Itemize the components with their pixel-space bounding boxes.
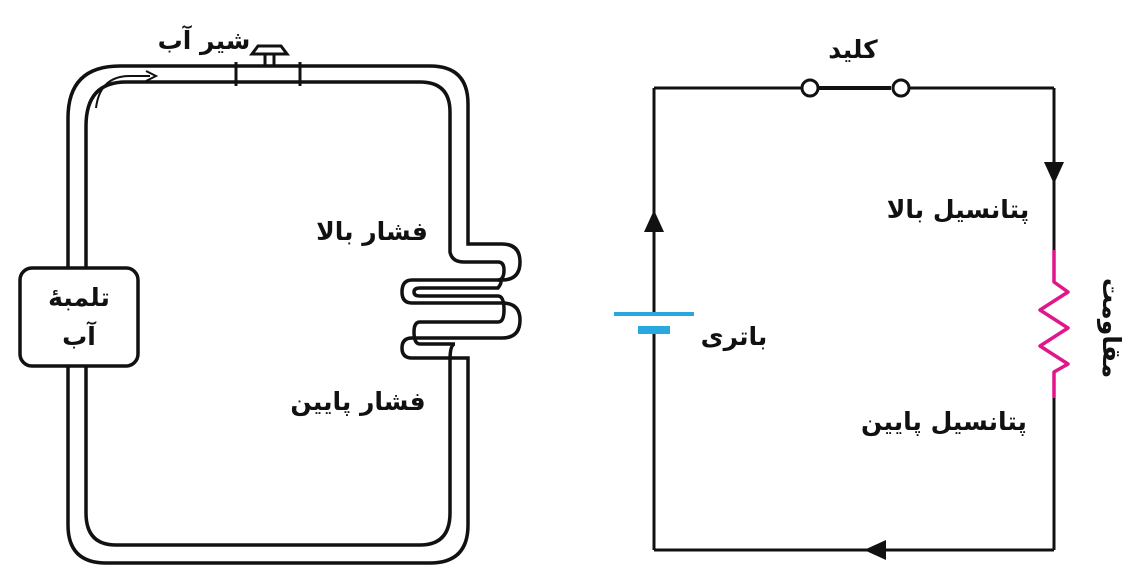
pipe-outer-wall (66, 64, 522, 565)
faucet-label: شیر آب (158, 25, 251, 56)
electric-circuit: کلید پتانسیل بالا پتانسیل پایین باتری مق… (614, 35, 1126, 560)
battery-label: باتری (701, 322, 768, 352)
faucet-icon (234, 44, 302, 86)
high-pressure-label: فشار بالا (316, 217, 428, 246)
battery-icon (614, 312, 694, 334)
pipe-inner-wall (84, 80, 506, 547)
resistor-icon (1038, 250, 1070, 398)
water-circuit: شیر آب تلمبهٔ آب فشار بالا فشار پایین (18, 25, 522, 565)
arrow-down-icon (1044, 162, 1064, 184)
low-pressure-label: فشار پایین (290, 387, 425, 417)
arrow-left-icon (864, 540, 886, 560)
pump-label-line1: تلمبهٔ (48, 283, 110, 312)
pump-label-line2: آب (62, 321, 97, 351)
low-potential-label: پتانسیل پایین (861, 407, 1027, 437)
water-flow-arrow (95, 70, 159, 109)
high-potential-label: پتانسیل بالا (887, 195, 1029, 224)
arrow-up-icon (644, 210, 664, 232)
water-pump-box (18, 266, 140, 368)
resistance-label: مقاومت (1096, 278, 1126, 378)
switch-icon (800, 78, 911, 98)
switch-label: کلید (828, 35, 878, 64)
